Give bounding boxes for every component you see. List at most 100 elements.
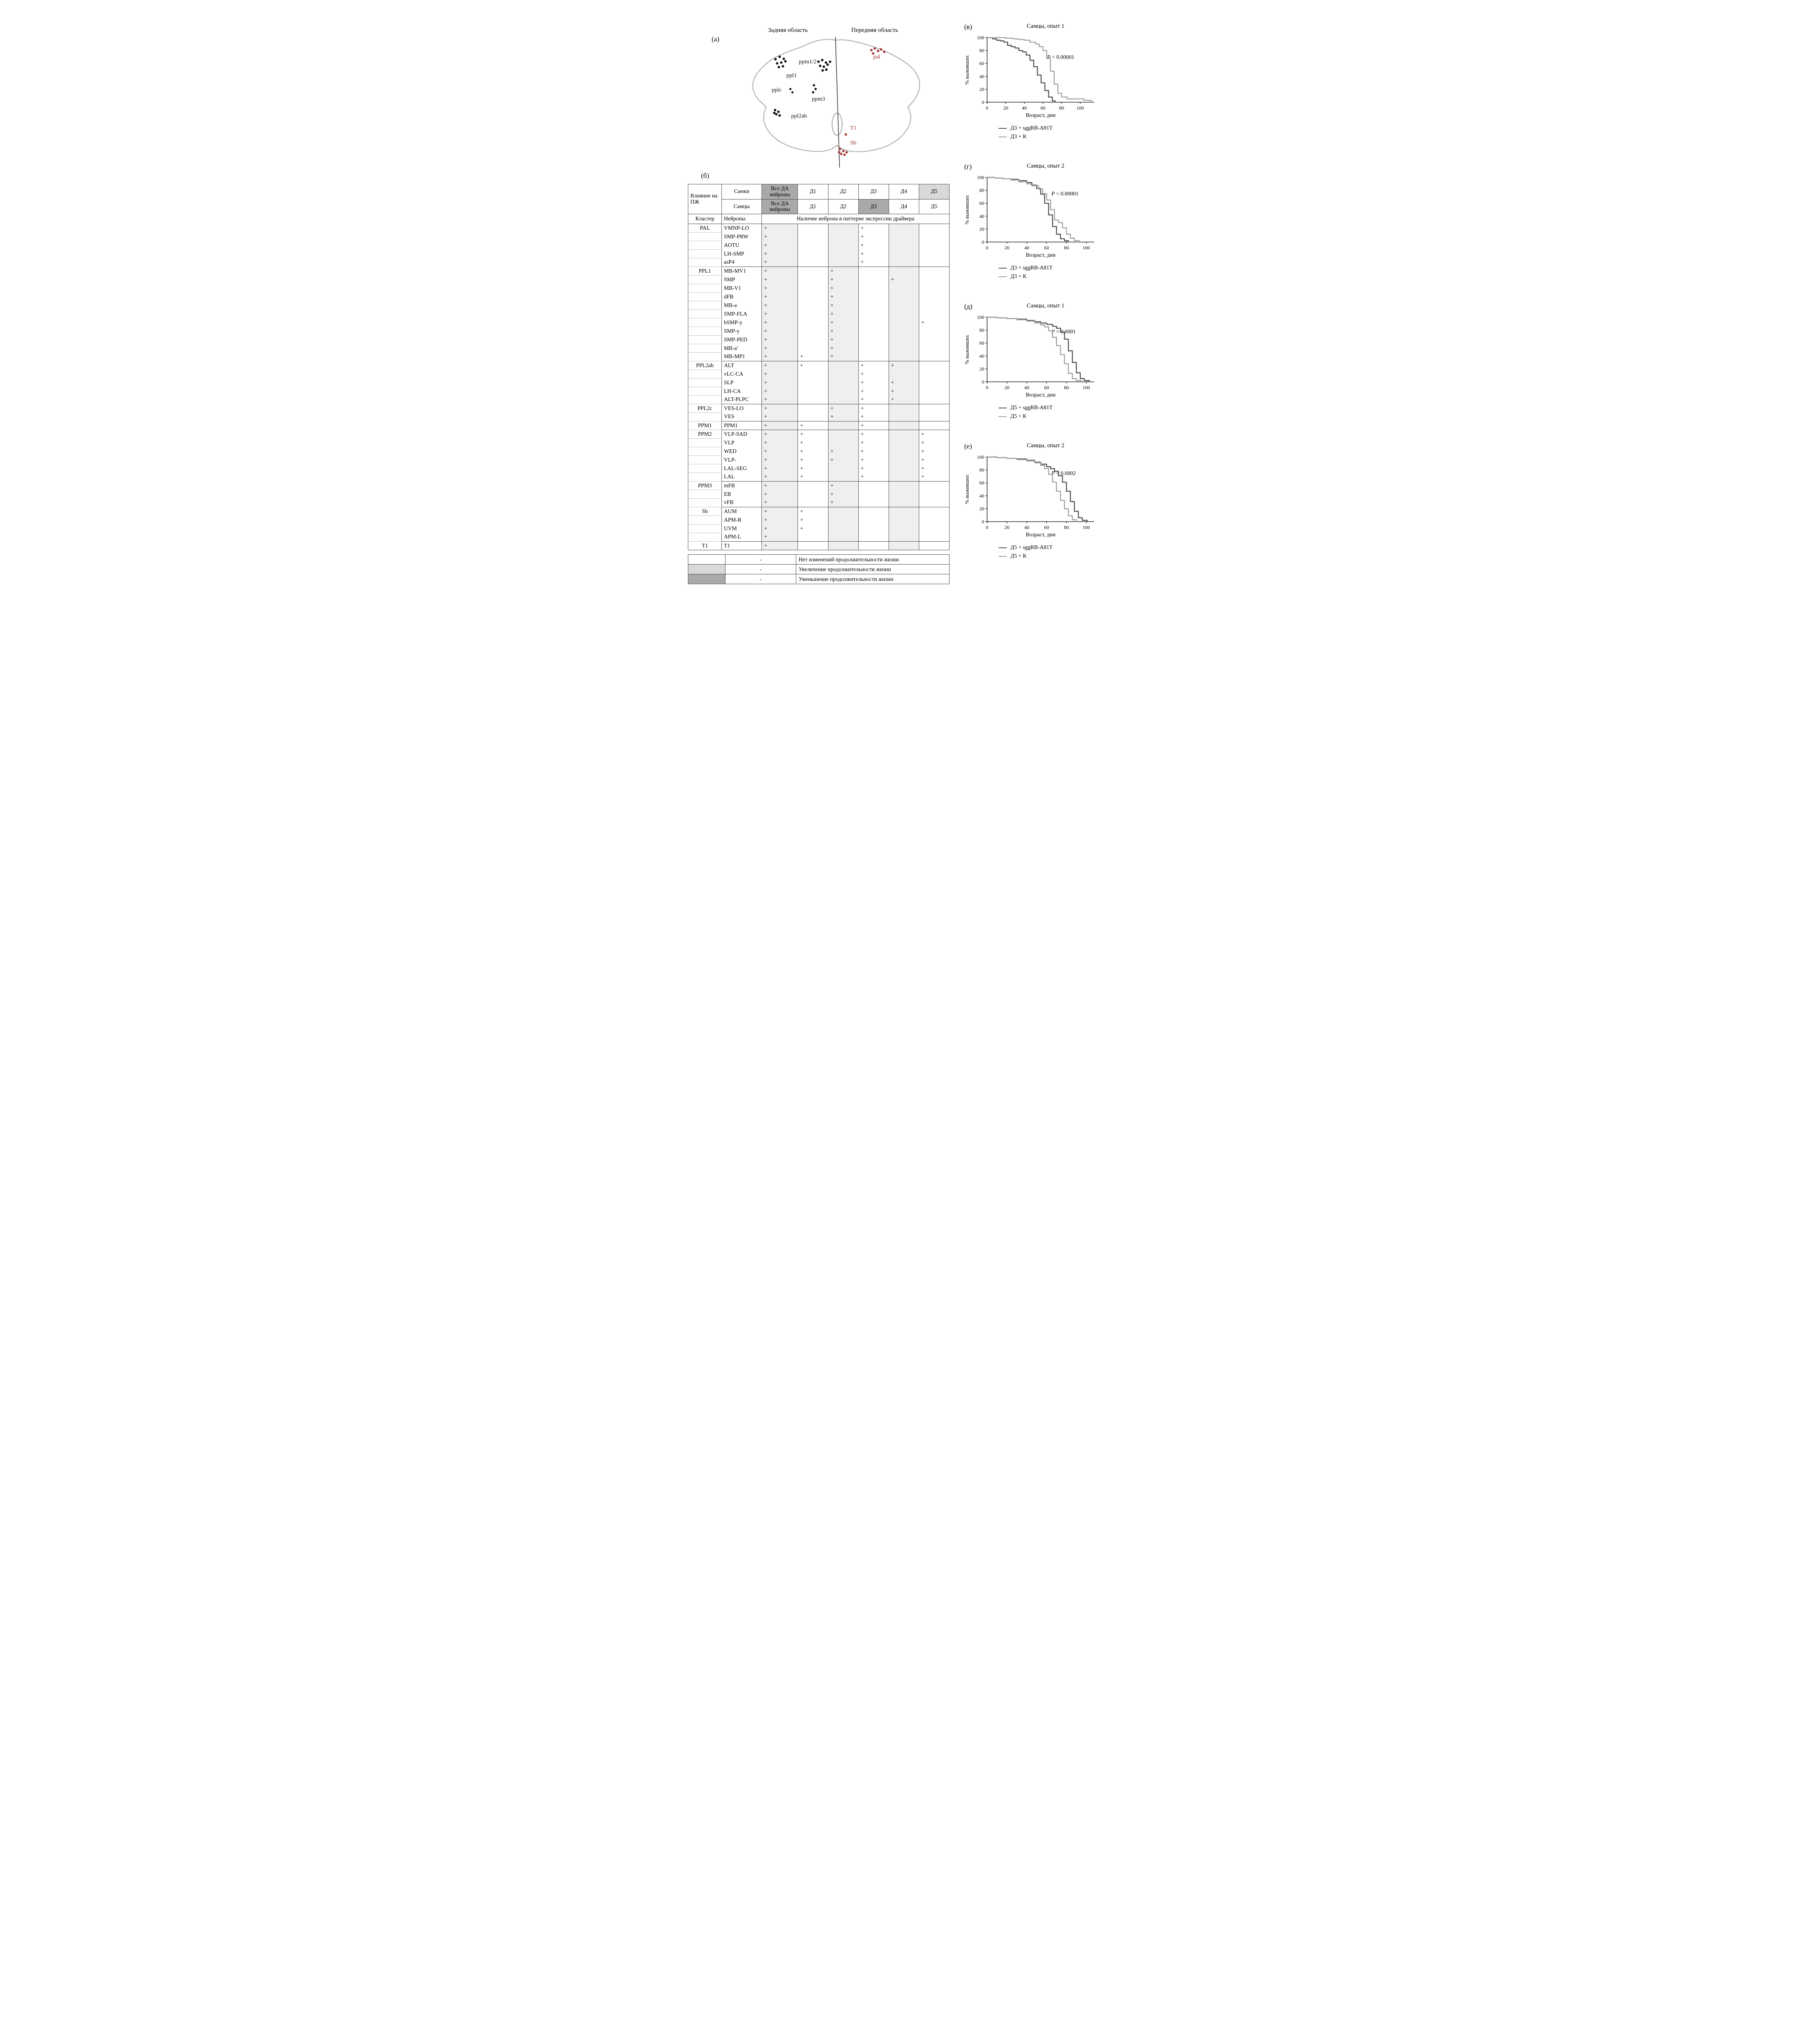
mark-cell xyxy=(888,421,919,430)
cluster-cell-PPL1 xyxy=(687,318,722,327)
mark-cell xyxy=(888,438,919,447)
table-row: WED + + + + + xyxy=(687,447,950,456)
svg-text:% выживших: % выживших xyxy=(964,195,970,224)
cluster-cell-PPL2ab xyxy=(687,387,722,396)
mark-cell xyxy=(797,327,829,336)
svg-text:60: 60 xyxy=(1044,245,1049,251)
chart-panel-label: (е) xyxy=(964,442,972,450)
mark-cell xyxy=(797,318,829,327)
mark-cell: + xyxy=(761,430,798,439)
chart-legend: Д5 + sggRB-A81T Д5 + К xyxy=(999,543,1123,560)
table-row: MB-MP1 + + + xyxy=(687,352,950,361)
label-ppl2ab: ppl2ab xyxy=(791,113,807,119)
svg-text:20: 20 xyxy=(1005,385,1010,390)
header-driver-Д1: Д1 xyxy=(797,184,829,199)
left-column: (а) Задняя область Передняя область xyxy=(687,14,959,584)
mark-cell: + xyxy=(761,284,798,293)
table-row: dFB + + xyxy=(687,292,950,301)
p-value-annotation: P < 0.00001 xyxy=(1047,54,1075,60)
series-line xyxy=(987,316,1090,382)
mark-cell: + xyxy=(828,490,859,499)
table-row: UVM + + xyxy=(687,524,950,533)
svg-text:80: 80 xyxy=(979,48,984,54)
panel-a: (а) Задняя область Передняя область xyxy=(688,14,959,170)
region-label-posterior: Задняя область xyxy=(768,27,808,34)
table-row: PPL1 MB-MV1 + + xyxy=(687,267,950,276)
legend-item: Д3 + К xyxy=(999,132,1123,141)
brain-outline xyxy=(752,39,920,152)
neuron-cell: SLP xyxy=(721,378,762,387)
cluster-cell-Sb xyxy=(687,515,722,524)
mark-cell xyxy=(888,430,919,439)
cluster-cell-Sb xyxy=(687,533,722,542)
header-cluster: Кластер xyxy=(687,214,722,224)
mark-cell xyxy=(918,301,950,310)
mark-cell xyxy=(797,387,829,396)
mark-cell xyxy=(888,301,919,310)
neuron-cell: AUM xyxy=(721,507,762,516)
svg-text:100: 100 xyxy=(1077,105,1084,111)
mark-cell xyxy=(858,541,889,550)
cluster-cell-PAL xyxy=(687,249,722,258)
cluster-cell-PPL1 xyxy=(687,335,722,344)
cluster-cell-PPM2 xyxy=(687,473,722,482)
svg-text:20: 20 xyxy=(979,86,984,92)
mark-cell xyxy=(918,421,950,430)
mark-cell xyxy=(858,507,889,516)
t1-dots xyxy=(844,133,847,136)
mark-cell xyxy=(888,541,919,550)
legend-swatch xyxy=(688,554,726,565)
label-ppl1: ppl1 xyxy=(786,72,797,78)
neuron-cell: VLP xyxy=(721,438,762,447)
series-line xyxy=(987,316,1082,382)
legend-item: Д5 + К xyxy=(999,412,1123,420)
mark-cell xyxy=(888,224,919,233)
label-ppm12: ppm1/2 xyxy=(799,58,817,65)
mark-cell: + xyxy=(858,387,889,396)
legend-label: Д3 + К xyxy=(1010,133,1027,139)
legend-item: Д5 + sggRB-A81T xyxy=(999,543,1123,551)
mark-cell: + xyxy=(797,421,829,430)
legend-line-sample xyxy=(999,276,1007,277)
table-row: PPL2ab ALT + + + + xyxy=(687,361,950,370)
mark-cell xyxy=(918,352,950,361)
cluster-cell-PPL1: PPL1 xyxy=(687,267,722,276)
table-row: PPL2c VES-LO + + + xyxy=(687,404,950,413)
series-line xyxy=(987,177,1069,242)
mark-cell xyxy=(918,309,950,318)
mark-cell: + xyxy=(918,464,950,473)
mark-cell xyxy=(918,249,950,258)
cluster-cell-PAL: PAL xyxy=(687,224,722,233)
mark-cell: + xyxy=(797,430,829,439)
mark-cell: + xyxy=(761,275,798,284)
neuron-cell: dFB xyxy=(721,292,762,301)
mark-cell: + xyxy=(761,387,798,396)
mark-cell xyxy=(858,292,889,301)
mark-cell: + xyxy=(828,498,859,507)
header-driver-Д1: Д1 xyxy=(797,199,829,214)
lifespan-legend-table: - Нет изменений продолжительности жизни - У… xyxy=(688,554,950,584)
mark-cell xyxy=(888,344,919,353)
table-row: SMP-y + + xyxy=(687,327,950,336)
neuron-cell: ALT-PLPC xyxy=(721,395,762,404)
svg-text:40: 40 xyxy=(979,493,984,499)
cluster-cell-PPM3 xyxy=(687,490,722,499)
mark-cell xyxy=(918,498,950,507)
svg-text:40: 40 xyxy=(1024,385,1029,390)
mark-cell xyxy=(918,258,950,267)
figure-page: (а) Задняя область Передняя область xyxy=(673,0,1123,638)
mark-cell: + xyxy=(918,473,950,482)
ppm12-dots xyxy=(817,58,831,72)
pal-dots xyxy=(870,47,886,55)
neuron-cell: VES-LO xyxy=(721,404,762,413)
mark-cell xyxy=(828,438,859,447)
svg-text:0: 0 xyxy=(982,519,984,524)
neuron-cell: MB-a' xyxy=(721,344,762,353)
svg-text:60: 60 xyxy=(1044,385,1049,390)
mark-cell xyxy=(888,524,919,533)
mark-cell xyxy=(828,361,859,370)
cluster-cell-PPM3: PPM3 xyxy=(687,481,722,490)
mark-cell xyxy=(797,275,829,284)
mark-cell xyxy=(858,515,889,524)
cluster-cell-PPL2ab xyxy=(687,378,722,387)
